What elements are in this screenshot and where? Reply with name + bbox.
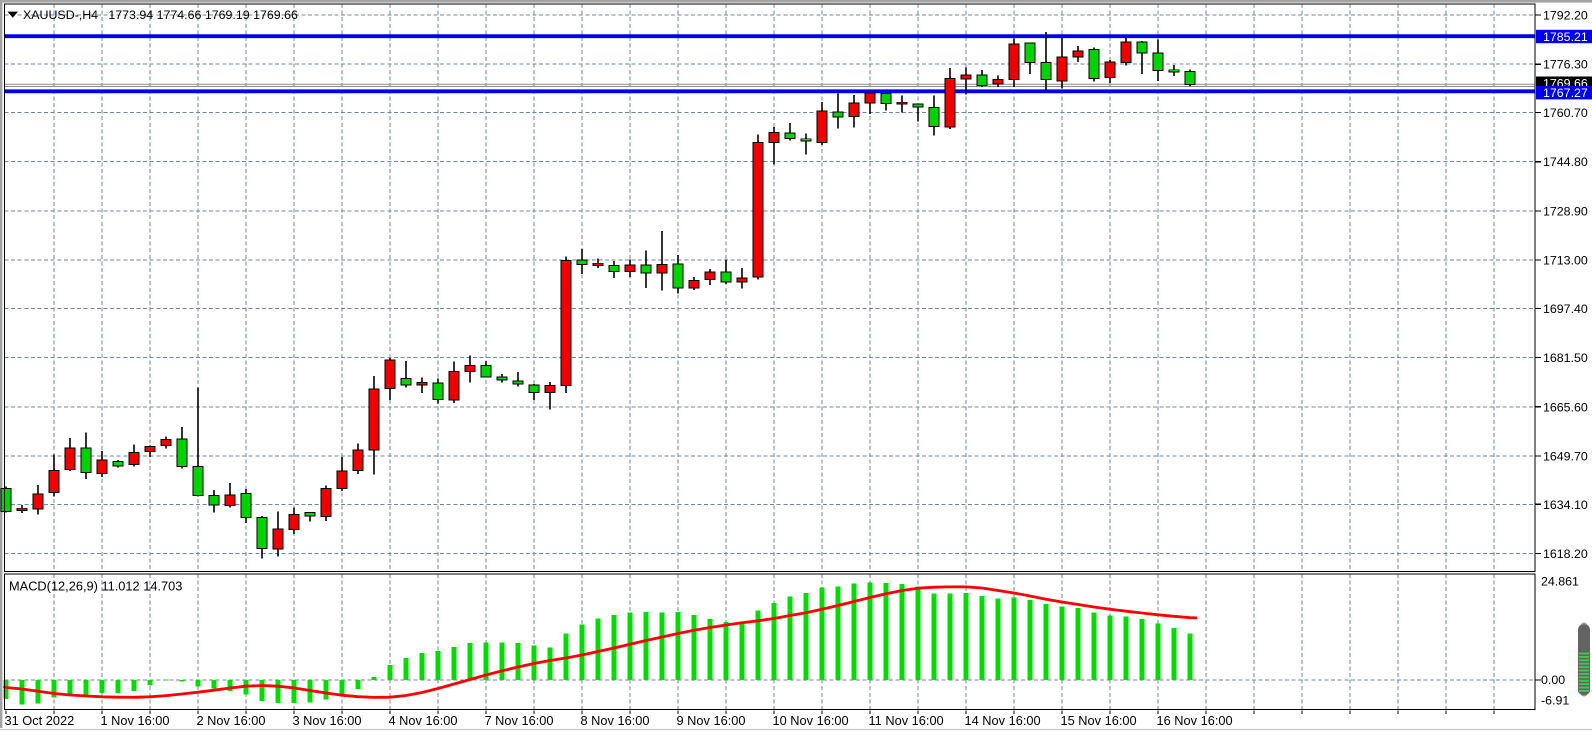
svg-text:1713.00: 1713.00 [1543,254,1588,268]
svg-text:1 Nov 16:00: 1 Nov 16:00 [101,713,170,728]
svg-text:1785.21: 1785.21 [1543,30,1588,44]
svg-text:4 Nov 16:00: 4 Nov 16:00 [389,713,458,728]
svg-text:31 Oct 2022: 31 Oct 2022 [5,713,75,728]
svg-text:14 Nov 16:00: 14 Nov 16:00 [965,713,1041,728]
svg-text:24.861: 24.861 [1541,575,1579,589]
svg-text:15 Nov 16:00: 15 Nov 16:00 [1061,713,1137,728]
svg-text:1776.30: 1776.30 [1543,58,1588,72]
svg-text:1792.20: 1792.20 [1543,9,1588,23]
svg-text:MACD(12,26,9) 11.012 14.703: MACD(12,26,9) 11.012 14.703 [9,579,182,594]
svg-text:9 Nov 16:00: 9 Nov 16:00 [677,713,746,728]
svg-text:1697.40: 1697.40 [1543,302,1588,316]
svg-text:XAUUSD-,H4 1773.94 1774.66 1: XAUUSD-,H4 1773.94 1774.66 1769.19 1769.… [23,8,298,22]
svg-text:0.00: 0.00 [1541,673,1565,687]
svg-text:1760.70: 1760.70 [1543,106,1588,120]
svg-text:11 Nov 16:00: 11 Nov 16:00 [869,713,944,728]
svg-text:1649.70: 1649.70 [1543,450,1588,464]
svg-text:1744.80: 1744.80 [1543,155,1588,169]
svg-text:16 Nov 16:00: 16 Nov 16:00 [1157,713,1233,728]
svg-text:2 Nov 16:00: 2 Nov 16:00 [197,713,266,728]
svg-text:1681.50: 1681.50 [1543,351,1588,365]
svg-text:10 Nov 16:00: 10 Nov 16:00 [773,713,849,728]
svg-text:-6.91: -6.91 [1541,694,1569,708]
svg-text:1665.60: 1665.60 [1543,400,1588,414]
svg-text:1728.90: 1728.90 [1543,204,1588,218]
svg-text:1634.10: 1634.10 [1543,498,1588,512]
svg-text:3 Nov 16:00: 3 Nov 16:00 [293,713,362,728]
svg-text:1618.20: 1618.20 [1543,547,1588,561]
svg-text:7 Nov 16:00: 7 Nov 16:00 [485,713,554,728]
svg-text:1767.27: 1767.27 [1543,86,1588,100]
svg-text:8 Nov 16:00: 8 Nov 16:00 [581,713,650,728]
